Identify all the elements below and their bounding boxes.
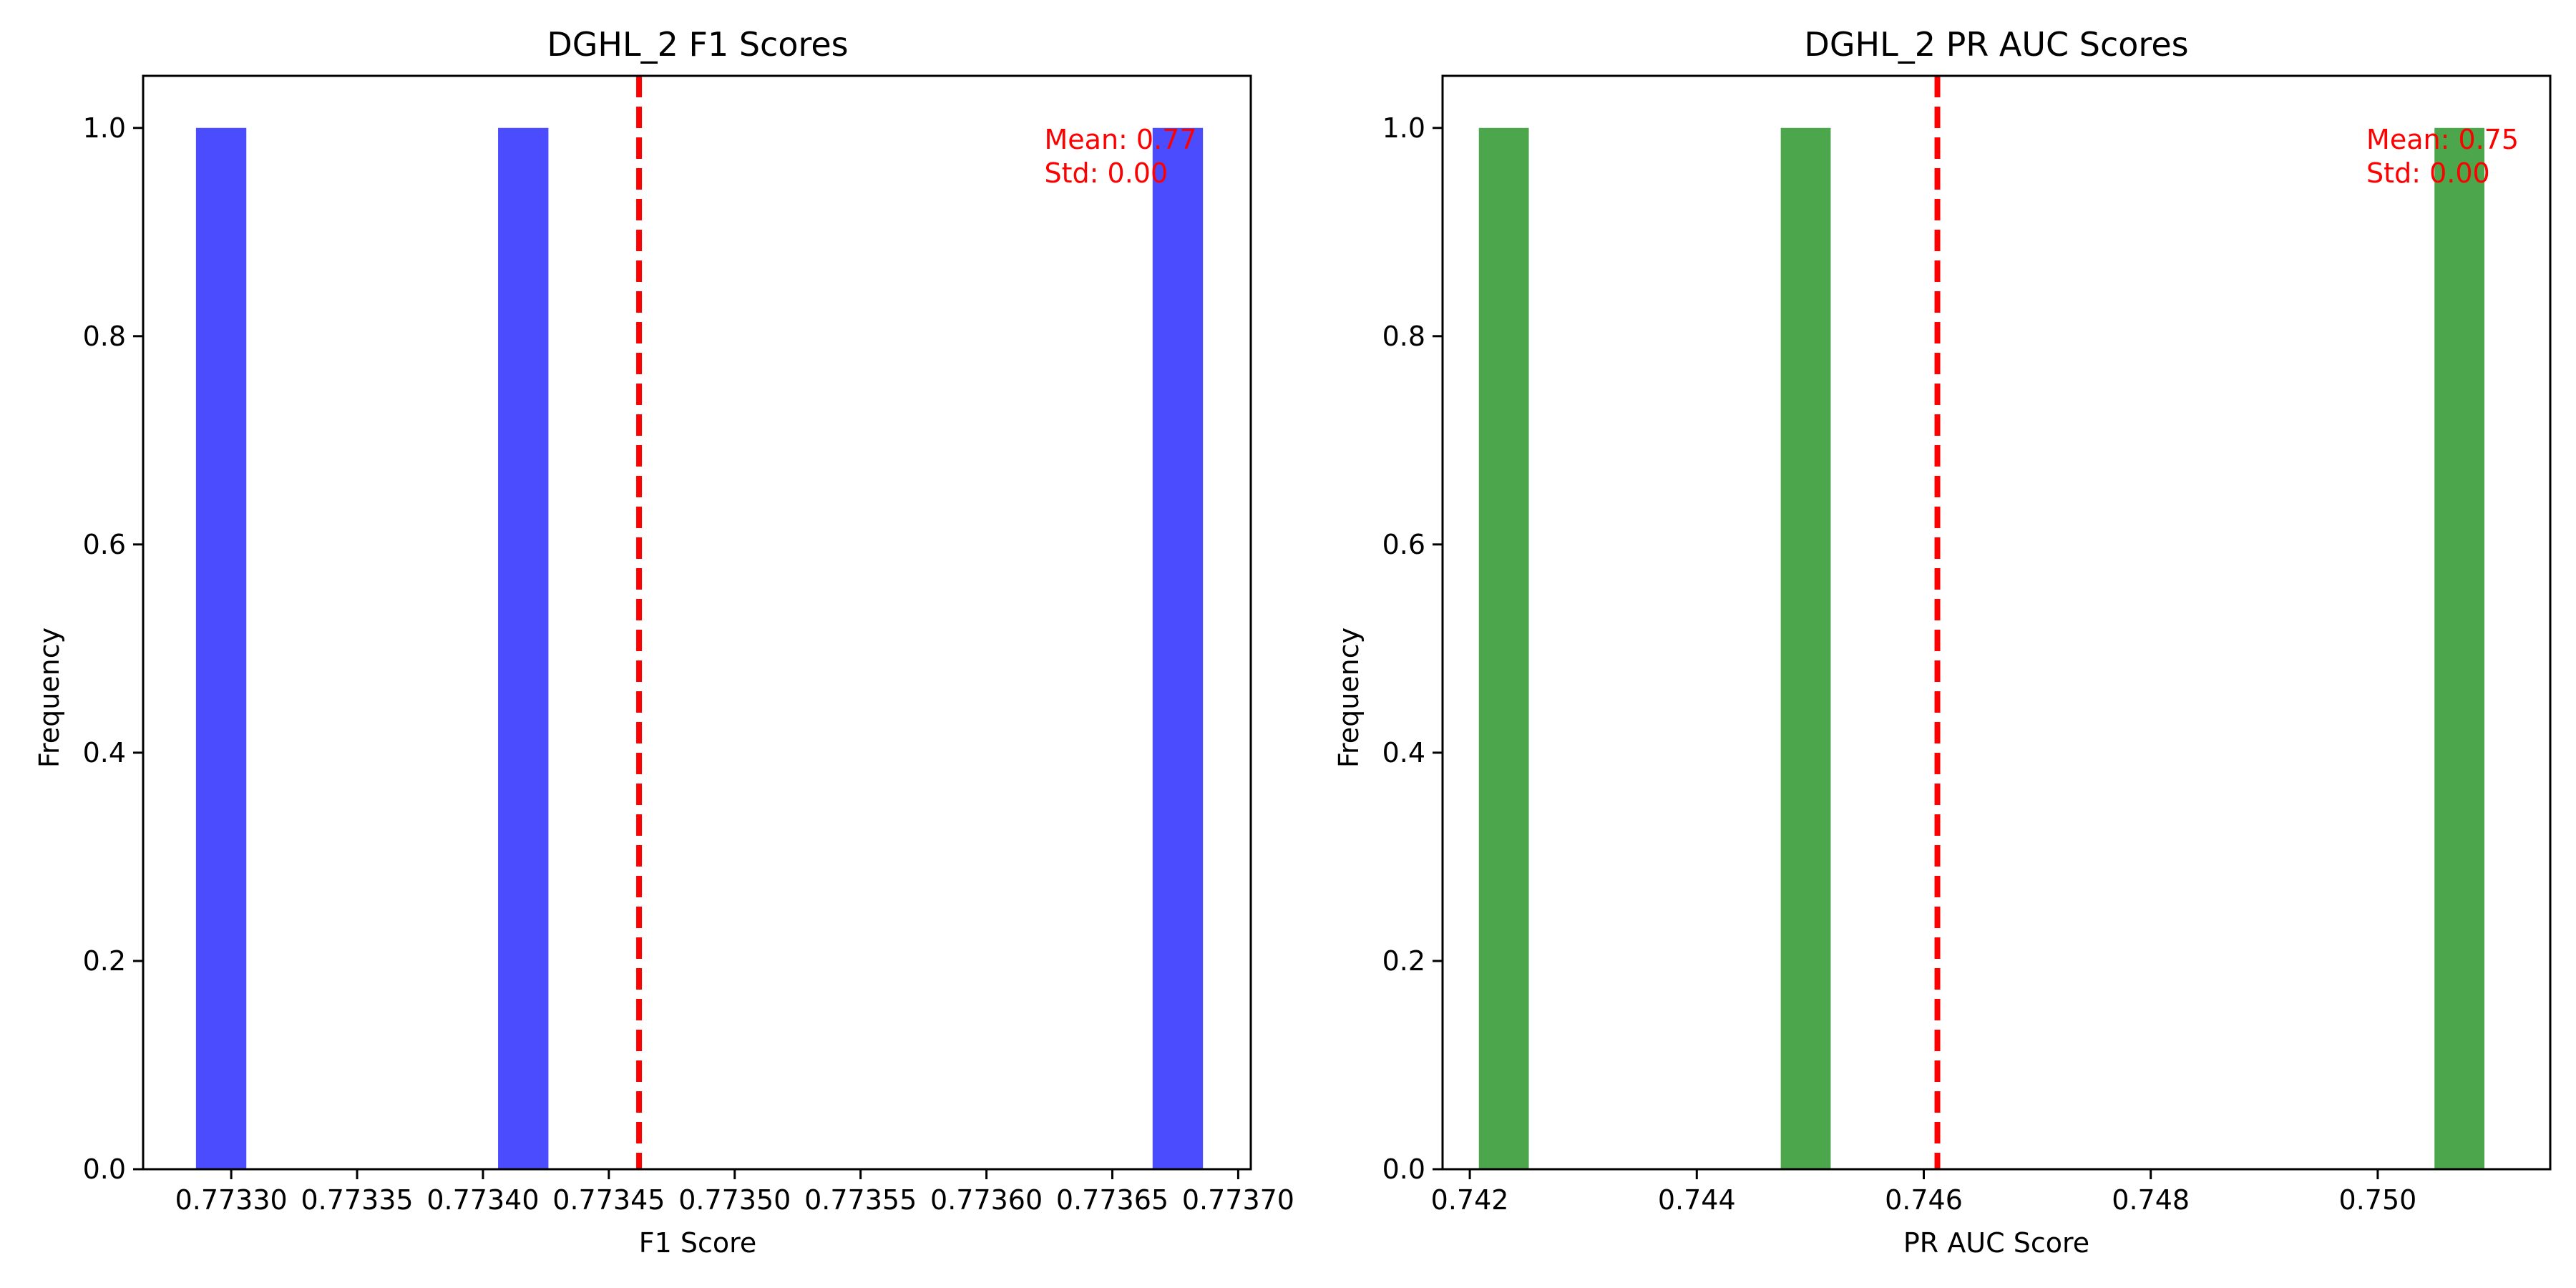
f1-y-tick-label-5: 1.0: [83, 112, 126, 144]
prauc-std-annotation: Std: 0.00: [2366, 157, 2490, 189]
prauc-x-axis-label: PR AUC Score: [1903, 1227, 2089, 1259]
prauc-bar-2: [2434, 127, 2485, 1169]
prauc-chart-title: DGHL_2 PR AUC Scores: [1804, 25, 2188, 64]
prauc-y-axis-label: Frequency: [1333, 628, 1365, 768]
f1-x-axis-label: F1 Score: [639, 1227, 757, 1259]
prauc-y-tick-label-4: 0.8: [1382, 321, 1425, 352]
f1-x-tick-label-4: 0.77350: [678, 1184, 791, 1216]
f1-y-axis-label: Frequency: [34, 628, 65, 768]
f1-bar-1: [498, 127, 549, 1169]
prauc-plot-frame: [1441, 74, 2552, 1171]
f1-y-tick-label-4: 0.8: [83, 321, 126, 352]
prauc-histogram-panel: DGHL_2 PR AUC Scores PR AUC Score Freque…: [1333, 25, 2552, 1259]
f1-x-tick-label-8: 0.77370: [1182, 1184, 1294, 1216]
prauc-y-tick-label-1: 0.2: [1382, 945, 1425, 977]
f1-bar-0: [195, 127, 247, 1169]
f1-std-annotation: Std: 0.00: [1045, 157, 1169, 189]
prauc-x-tick-label-2: 0.746: [1885, 1184, 1963, 1216]
prauc-y-tick-label-0: 0.0: [1382, 1153, 1425, 1185]
prauc-bar-1: [1780, 127, 1831, 1169]
f1-x-tick-label-6: 0.77360: [930, 1184, 1043, 1216]
f1-bars: [195, 127, 1204, 1169]
f1-bar-2: [1152, 127, 1204, 1169]
f1-y-tick-label-2: 0.4: [83, 737, 126, 769]
f1-plot-frame: [142, 74, 1252, 1171]
prauc-x-tick-label-0: 0.742: [1431, 1184, 1509, 1216]
f1-x-tick-label-0: 0.77330: [175, 1184, 288, 1216]
f1-x-tick-label-5: 0.77355: [804, 1184, 917, 1216]
f1-x-tick-label-2: 0.77340: [426, 1184, 539, 1216]
f1-histogram-panel: DGHL_2 F1 Scores F1 Score Frequency 0.77…: [34, 25, 1294, 1259]
prauc-x-tick-label-4: 0.750: [2339, 1184, 2417, 1216]
prauc-mean-annotation: Mean: 0.75: [2366, 124, 2519, 155]
f1-x-tick-label-7: 0.77365: [1056, 1184, 1169, 1216]
f1-chart-title: DGHL_2 F1 Scores: [547, 25, 848, 64]
f1-mean-annotation: Mean: 0.77: [1045, 124, 1197, 155]
f1-x-tick-label-1: 0.77335: [301, 1184, 413, 1216]
prauc-x-tick-label-3: 0.748: [2112, 1184, 2190, 1216]
prauc-y-tick-label-5: 1.0: [1382, 112, 1425, 144]
f1-ticks: 0.77330 0.77335 0.77340 0.77345 0.77350 0.773…: [83, 112, 1294, 1216]
prauc-y-tick-label-3: 0.6: [1382, 529, 1425, 560]
f1-y-tick-label-1: 0.2: [83, 945, 126, 977]
f1-y-tick-label-3: 0.6: [83, 529, 126, 560]
prauc-x-tick-label-1: 0.744: [1658, 1184, 1736, 1216]
prauc-y-tick-label-2: 0.4: [1382, 737, 1425, 769]
f1-y-tick-label-0: 0.0: [83, 1153, 126, 1185]
prauc-bar-0: [1478, 127, 1529, 1169]
f1-x-tick-label-3: 0.77345: [552, 1184, 665, 1216]
prauc-ticks: 0.742 0.744 0.746 0.748 0.750 0.0 0.2 0.4 0.6 0.8…: [1382, 112, 2417, 1216]
prauc-bars: [1478, 127, 2485, 1169]
